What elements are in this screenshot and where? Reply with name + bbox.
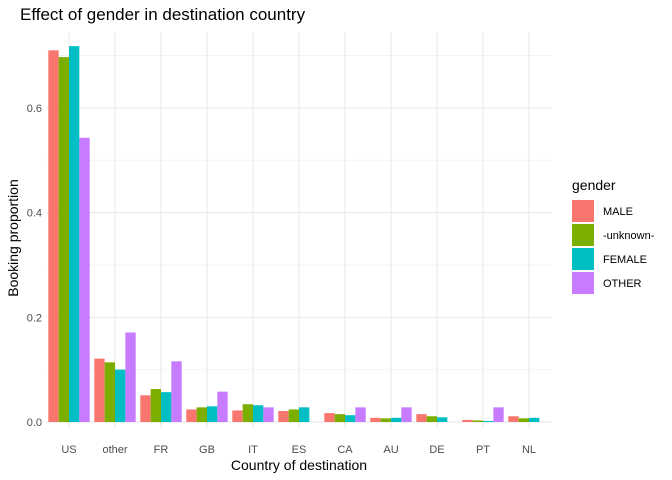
chart-title: Effect of gender in destination country xyxy=(20,5,306,24)
bar xyxy=(140,395,151,422)
bar xyxy=(263,407,274,422)
bar xyxy=(196,407,207,422)
bar xyxy=(380,418,391,422)
legend-label: -unknown- xyxy=(603,230,655,242)
bar xyxy=(278,411,289,422)
legend-swatch xyxy=(572,248,594,270)
bar xyxy=(493,407,504,422)
bar xyxy=(94,358,105,422)
bar xyxy=(334,414,345,422)
legend: gender MALE -unknown- FEMALE OTHER xyxy=(572,177,655,294)
bar xyxy=(529,417,540,422)
bar xyxy=(508,416,519,422)
x-tick-label: CA xyxy=(337,444,353,456)
bar xyxy=(426,416,437,422)
x-tick-label: DE xyxy=(429,444,444,456)
bar xyxy=(161,392,172,422)
bar xyxy=(288,409,299,422)
bar xyxy=(232,410,243,422)
bar xyxy=(355,407,366,422)
bar xyxy=(483,420,494,422)
bar xyxy=(472,420,483,422)
bar xyxy=(48,50,59,423)
bar xyxy=(58,57,69,423)
bar xyxy=(416,414,427,422)
bar xyxy=(518,418,529,422)
x-tick-label: NL xyxy=(522,444,536,456)
legend-swatch xyxy=(572,224,594,246)
x-axis-title: Country of destination xyxy=(231,457,367,473)
y-tick-label: 0.6 xyxy=(27,103,42,115)
bar xyxy=(299,407,310,422)
y-tick-label: 0.2 xyxy=(27,312,42,324)
bar xyxy=(115,369,126,422)
x-axis: US other FR GB IT ES CA AU DE PT NL xyxy=(61,444,536,456)
legend-swatch xyxy=(572,272,594,294)
bar xyxy=(79,137,90,422)
bar xyxy=(462,419,473,422)
legend-label: FEMALE xyxy=(603,254,647,266)
bar xyxy=(104,362,115,422)
x-tick-label: PT xyxy=(476,444,490,456)
y-tick-label: 0.4 xyxy=(27,208,42,220)
y-axis-title: Booking proportion xyxy=(5,179,21,297)
bar xyxy=(207,406,218,422)
bar xyxy=(171,361,182,422)
legend-label: OTHER xyxy=(603,278,642,290)
grid xyxy=(46,32,552,429)
bar xyxy=(370,417,381,422)
legend-title: gender xyxy=(572,177,616,193)
x-tick-label: IT xyxy=(248,444,258,456)
bar xyxy=(125,332,136,422)
bar xyxy=(253,405,264,422)
bar xyxy=(150,389,161,422)
x-tick-label: FR xyxy=(154,444,169,456)
x-tick-label: US xyxy=(61,444,76,456)
bar xyxy=(437,417,448,422)
bar xyxy=(242,404,253,422)
x-tick-label: GB xyxy=(199,444,215,456)
bar xyxy=(186,409,197,422)
y-tick-label: 0.0 xyxy=(27,417,42,429)
bar xyxy=(69,46,80,423)
bar xyxy=(217,391,228,422)
bars xyxy=(48,46,540,423)
y-axis: 0.0 0.2 0.4 0.6 xyxy=(27,103,42,429)
x-tick-label: AU xyxy=(383,444,398,456)
bar xyxy=(345,415,356,422)
legend-label: MALE xyxy=(603,206,633,218)
bar xyxy=(324,413,335,422)
legend-swatch xyxy=(572,200,594,222)
bar xyxy=(401,407,412,422)
x-tick-label: other xyxy=(102,444,127,456)
bar xyxy=(391,417,402,422)
x-tick-label: ES xyxy=(292,444,307,456)
